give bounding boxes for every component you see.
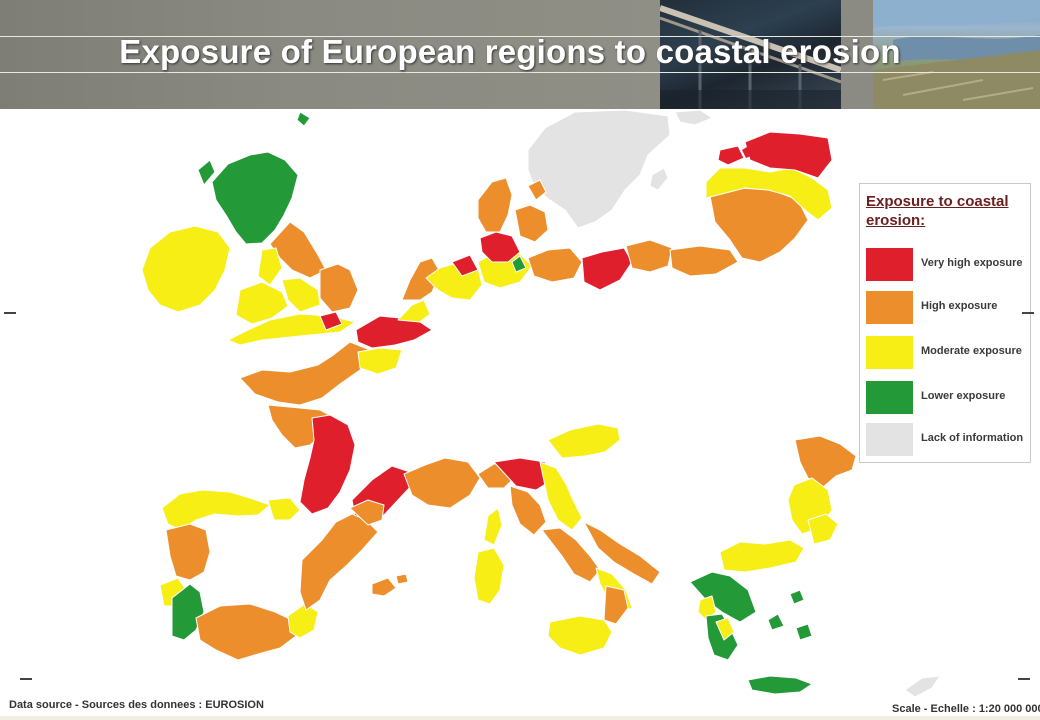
region-ireland	[141, 225, 231, 313]
region-peloponnese	[705, 613, 739, 661]
legend-label-lower: Lower exposure	[921, 390, 1006, 402]
region-saaremaa	[717, 145, 745, 166]
region-baltic-island	[742, 144, 756, 158]
map-frame-tick-bottom-right	[1018, 678, 1030, 680]
region-puglia	[583, 521, 661, 585]
legend-label-moderate: Moderate exposure	[921, 345, 1022, 357]
region-nw-england	[257, 247, 283, 286]
page-title: Exposure of European regions to coastal …	[119, 33, 901, 70]
legend-swatch-high	[866, 291, 913, 324]
region-sardinia	[473, 547, 505, 605]
region-andalucia	[195, 603, 297, 661]
legend-swatch-moderate	[866, 336, 913, 369]
region-wales	[235, 281, 289, 325]
banner-background	[0, 0, 660, 109]
region-menorca	[395, 573, 409, 585]
region-aegean-island-1	[789, 589, 805, 605]
region-croatia	[794, 435, 857, 489]
photo-separator	[841, 0, 873, 109]
legend-label-high: High exposure	[921, 300, 998, 312]
region-midlands	[281, 277, 321, 313]
legend-swatch-lower	[866, 381, 913, 414]
map-frame-tick-left	[4, 312, 16, 314]
coast-aerial-photo-art	[873, 0, 1040, 109]
region-crete	[747, 675, 813, 695]
region-attica	[715, 617, 735, 641]
banner-top-line	[0, 36, 1040, 37]
region-gotland	[649, 167, 669, 191]
region-provence	[403, 457, 481, 509]
region-mecklenburg	[527, 247, 583, 283]
region-scandinavia	[527, 109, 671, 229]
legend-item-moderate: Moderate exposure	[866, 336, 1026, 370]
map-frame-tick-bottom-left	[20, 678, 32, 680]
legend-item-lower: Lower exposure	[866, 381, 1026, 415]
region-aegean-island-3	[795, 623, 813, 641]
europe-erosion-map	[141, 109, 941, 698]
region-bornholm	[527, 179, 547, 201]
region-sicily	[547, 615, 613, 656]
region-murcia	[287, 603, 319, 639]
scale-text: Scale - Echelle : 1:20 000 000	[892, 703, 1040, 715]
region-east-england	[319, 263, 359, 313]
region-estonia	[744, 131, 833, 179]
region-orkney	[296, 111, 311, 127]
region-portugal-north	[165, 523, 211, 581]
bottom-strip	[0, 716, 1040, 720]
region-nord-pas-de-calais	[355, 315, 433, 349]
region-scotland	[211, 151, 299, 245]
region-aegean-island-2	[767, 613, 785, 631]
legend-title: Exposure to coastal erosion:	[866, 193, 1009, 229]
region-ruegen	[511, 255, 527, 273]
region-albania	[719, 539, 805, 573]
legend-item-high: High exposure	[866, 291, 1026, 325]
region-cyprus	[904, 675, 941, 698]
region-normandy	[239, 341, 371, 406]
region-aquitaine	[299, 414, 356, 515]
region-thrace	[807, 513, 839, 545]
map-legend: Exposure to coastal erosion: Very high e…	[859, 183, 1031, 463]
region-corsica	[483, 507, 503, 546]
title-banner: Exposure of European regions to coastal …	[0, 0, 1040, 109]
region-pomerania	[581, 247, 633, 291]
region-hebrides	[197, 159, 216, 186]
region-denmark-islands	[514, 204, 549, 243]
region-valencia	[299, 513, 379, 611]
coast-aerial-photo	[873, 0, 1040, 109]
region-picardie	[357, 347, 403, 375]
legend-label-no-info: Lack of information	[921, 432, 1024, 444]
region-belgium	[397, 299, 431, 323]
map-frame-tick-right	[1022, 312, 1034, 314]
banner-bottom-line	[0, 72, 1040, 73]
data-source-text: Data source - Sources des donnees : EURO…	[9, 699, 264, 711]
region-friuli	[547, 423, 621, 459]
region-latvia	[705, 167, 833, 221]
region-kaliningrad	[669, 245, 739, 277]
region-calabria	[603, 585, 629, 625]
bridge-photo	[659, 0, 842, 109]
legend-label-very-high: Very high exposure	[921, 257, 1023, 269]
bridge-photo-art	[659, 5, 842, 109]
region-catalonia	[349, 499, 385, 526]
legend-item-very-high: Very high exposure	[866, 248, 1026, 282]
legend-swatch-no-info	[866, 423, 913, 456]
region-east-frisia	[451, 254, 479, 277]
region-galicia	[161, 489, 271, 531]
region-schleswig	[479, 231, 521, 263]
region-netherlands	[401, 257, 441, 301]
region-marche	[539, 461, 583, 531]
region-norway-north	[674, 109, 713, 126]
legend-swatch-very-high	[866, 248, 913, 281]
region-gdansk	[625, 239, 673, 273]
region-tuscany	[509, 485, 547, 536]
region-kent	[319, 311, 343, 331]
legend-item-no-info: Lack of information	[866, 423, 1026, 457]
region-denmark-jutland	[477, 177, 513, 233]
region-mallorca	[371, 577, 397, 597]
region-basque	[267, 497, 301, 521]
